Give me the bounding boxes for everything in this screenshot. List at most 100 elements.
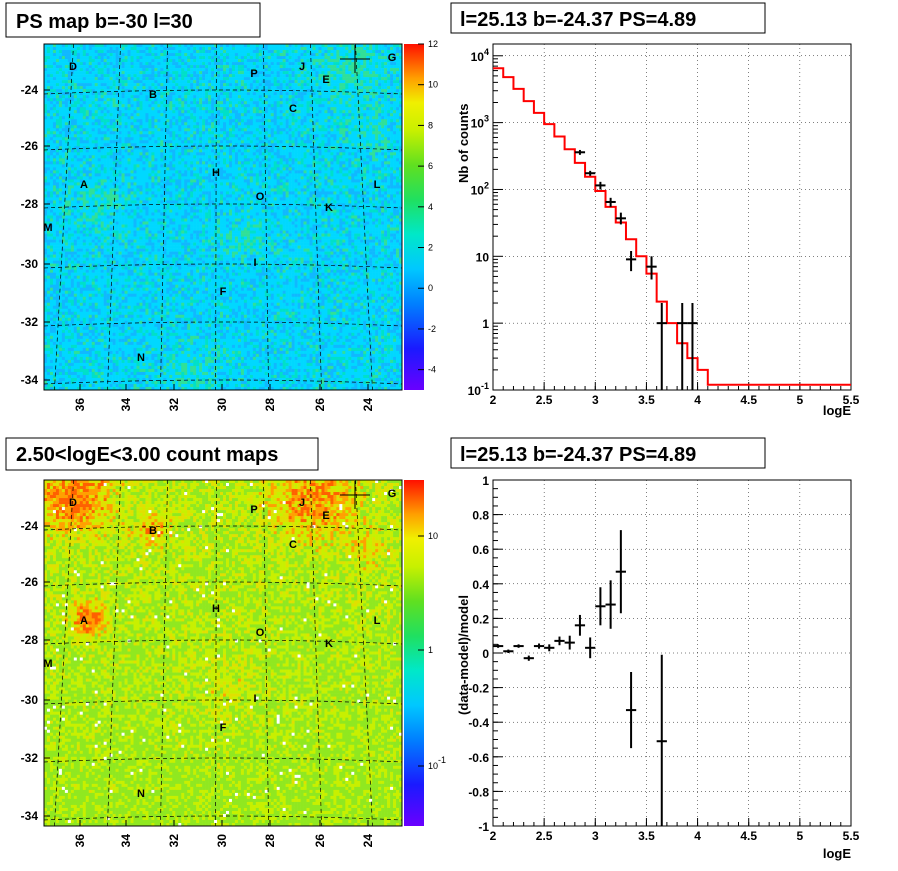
heatmap-cell <box>270 71 275 75</box>
heatmap-cell <box>46 167 51 171</box>
heatmap-cell <box>351 125 355 129</box>
heatmap-cell <box>115 80 119 84</box>
heatmap-cell <box>181 140 185 144</box>
heatmap-cell <box>321 74 325 78</box>
heatmap-cell <box>366 92 370 96</box>
heatmap-cell <box>249 128 254 132</box>
heatmap-cell <box>163 59 167 63</box>
heatmap-cell <box>390 68 394 72</box>
heatmap-cell <box>44 71 48 75</box>
heatmap-cell <box>267 122 272 126</box>
heatmap-cell <box>163 149 167 153</box>
heatmap-cell <box>112 47 116 51</box>
heatmap-cell <box>70 119 75 123</box>
heatmap-cell <box>58 155 63 159</box>
heatmap-cell <box>148 71 152 75</box>
heatmap-cell <box>220 152 224 156</box>
heatmap-cell <box>145 134 149 138</box>
heatmap-cell <box>61 155 66 159</box>
heatmap-cell <box>70 125 75 129</box>
heatmap-cell <box>351 113 355 117</box>
heatmap-cell <box>199 140 203 144</box>
heatmap-cell <box>300 128 304 132</box>
heatmap-cell <box>372 65 376 69</box>
heatmap-cell <box>363 86 367 90</box>
heatmap-cell <box>85 47 90 51</box>
heatmap-cell <box>205 125 209 129</box>
heatmap-cell <box>354 161 358 165</box>
heatmap-cell <box>82 107 87 111</box>
heatmap-cell <box>142 110 146 114</box>
heatmap-cell <box>336 161 340 165</box>
heatmap-cell <box>172 167 176 171</box>
heatmap-cell <box>67 134 72 138</box>
heatmap-cell <box>282 68 286 72</box>
heatmap-cell <box>109 92 113 96</box>
heatmap-cell <box>297 125 301 129</box>
heatmap-cell <box>291 125 295 129</box>
heatmap-cell <box>357 149 361 153</box>
heatmap-cell <box>273 149 277 153</box>
heatmap-cell <box>52 164 57 168</box>
heatmap-cell <box>103 113 107 117</box>
heatmap-cell <box>106 107 110 111</box>
heatmap-cell <box>282 131 286 135</box>
heatmap-cell <box>237 80 242 84</box>
heatmap-cell <box>285 53 289 57</box>
heatmap-cell <box>208 122 212 126</box>
heatmap-cell <box>225 122 230 126</box>
heatmap-cell <box>136 53 140 57</box>
heatmap-cell <box>85 74 90 78</box>
heatmap-cell <box>327 56 331 60</box>
heatmap-cell <box>333 83 337 87</box>
heatmap-cell <box>387 50 391 54</box>
heatmap-cell <box>214 167 218 171</box>
heatmap-cell <box>100 47 104 51</box>
heatmap-cell <box>88 86 93 90</box>
heatmap-cell <box>142 125 146 129</box>
heatmap-cell <box>270 149 275 153</box>
heatmap-cell <box>381 53 385 57</box>
heatmap-cell <box>273 122 277 126</box>
heatmap-cell <box>181 95 185 99</box>
heatmap-cell <box>160 83 164 87</box>
heatmap-cell <box>396 116 400 120</box>
heatmap-cell <box>100 110 104 114</box>
heatmap-cell <box>231 158 236 162</box>
heatmap-cell <box>258 137 263 141</box>
heatmap-cell <box>351 164 355 168</box>
heatmap-cell <box>205 158 209 162</box>
heatmap-cell <box>211 167 215 171</box>
heatmap-cell <box>327 98 331 102</box>
heatmap-cell <box>297 152 301 156</box>
heatmap-cell <box>85 71 90 75</box>
heatmap-cell <box>112 86 116 90</box>
heatmap-cell <box>175 83 179 87</box>
heatmap-cell <box>214 86 218 90</box>
heatmap-cell <box>49 113 54 117</box>
heatmap-cell <box>249 47 254 51</box>
heatmap-cell <box>157 56 161 60</box>
heatmap-cell <box>199 116 203 120</box>
heatmap-cell <box>163 152 167 156</box>
heatmap-cell <box>79 71 84 75</box>
heatmap-cell <box>148 116 152 120</box>
heatmap-cell <box>276 125 280 129</box>
heatmap-cell <box>67 131 72 135</box>
heatmap-cell <box>220 80 224 84</box>
heatmap-cell <box>399 107 403 111</box>
heatmap-cell <box>375 146 379 150</box>
heatmap-cell <box>264 92 269 96</box>
heatmap-cell <box>91 113 96 117</box>
heatmap-cell <box>276 101 280 105</box>
heatmap-cell <box>378 65 382 69</box>
heatmap-cell <box>273 116 277 120</box>
heatmap-cell <box>372 125 376 129</box>
heatmap-cell <box>61 134 66 138</box>
heatmap-cell <box>193 83 197 87</box>
heatmap-cell <box>300 89 304 93</box>
heatmap-cell <box>76 77 81 81</box>
heatmap-cell <box>267 104 272 108</box>
heatmap-cell <box>73 98 78 102</box>
heatmap-cell <box>315 131 319 135</box>
